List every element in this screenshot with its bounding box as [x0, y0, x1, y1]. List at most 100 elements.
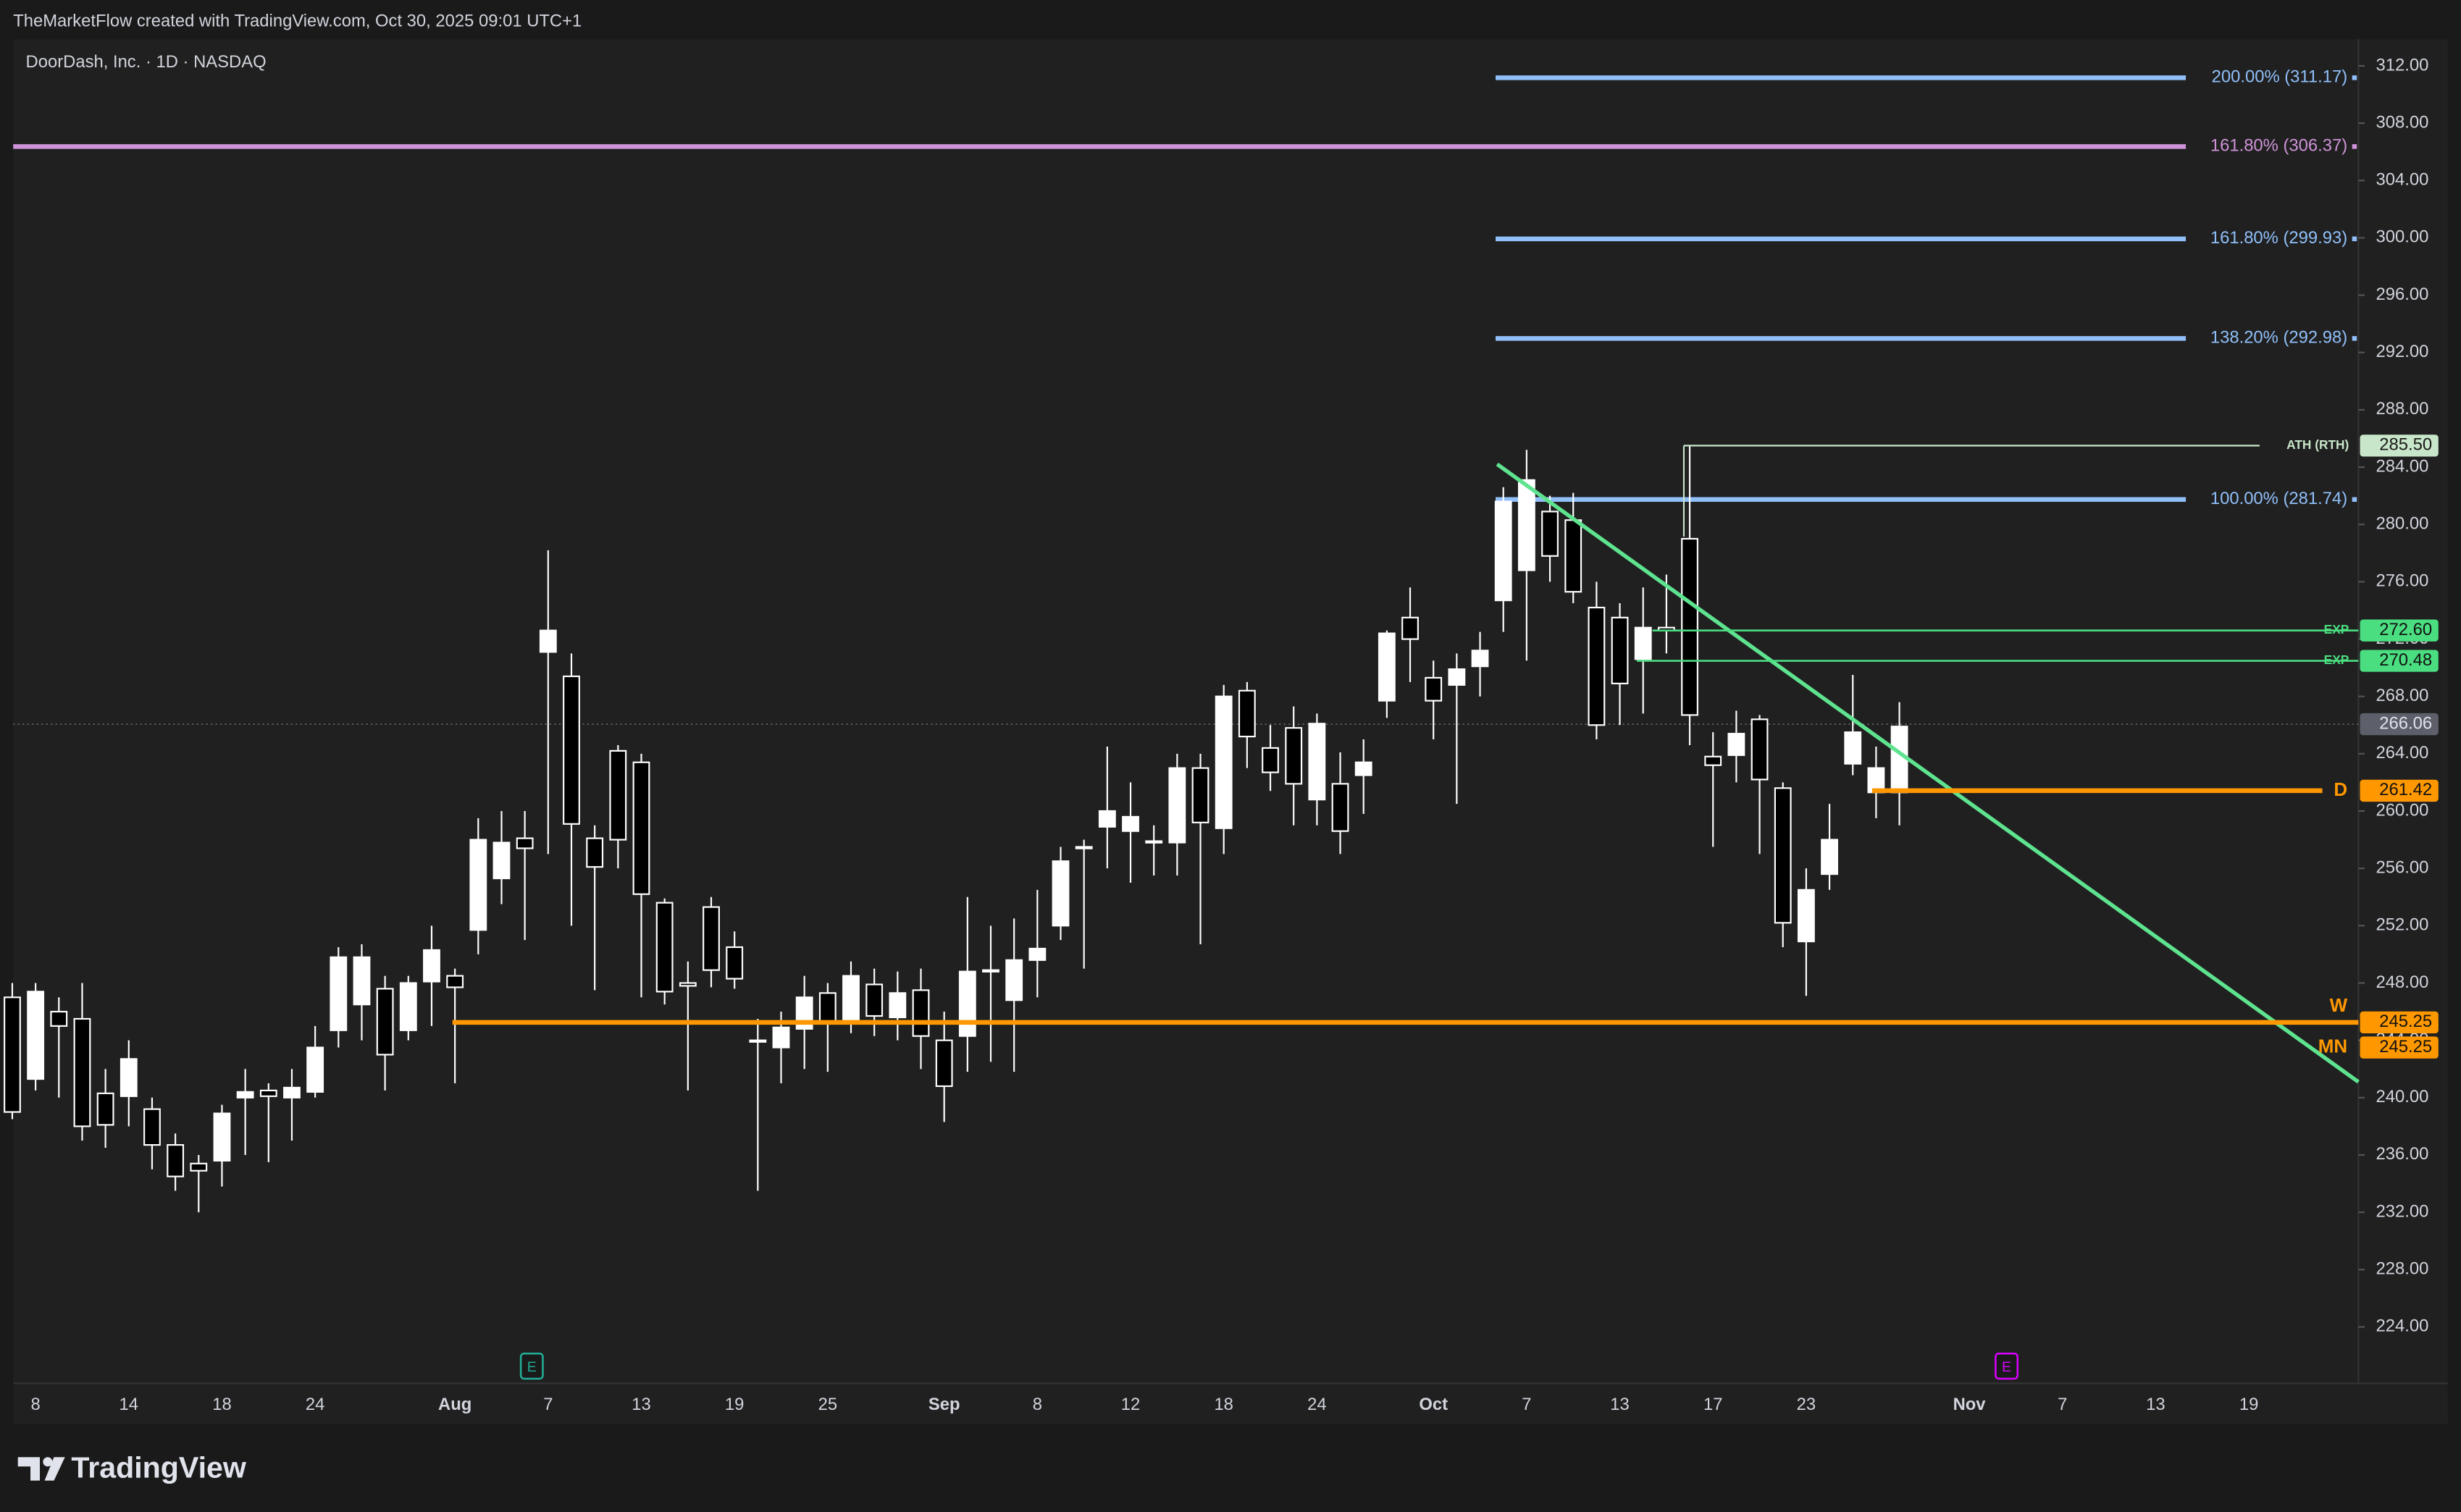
- candle-body: [1075, 846, 1093, 849]
- fib-label: 161.80% (306.37): [2210, 136, 2347, 156]
- price-tag: [2360, 434, 2439, 457]
- y-tick-label: 268.00: [2376, 686, 2429, 705]
- candle-body: [306, 1046, 324, 1093]
- candle-body: [399, 982, 417, 1031]
- candle-body: [1052, 860, 1070, 927]
- candle-body: [539, 629, 557, 653]
- candle-body: [1751, 718, 1769, 781]
- x-tick-label: 18: [212, 1395, 232, 1414]
- y-tick-label: 304.00: [2376, 170, 2429, 190]
- candle-body: [469, 839, 487, 931]
- x-tick-label: 24: [306, 1395, 325, 1414]
- y-tick-label: 292.00: [2376, 342, 2429, 361]
- candle-body: [1122, 815, 1139, 832]
- x-tick-label: 7: [1522, 1395, 1531, 1414]
- x-tick-label: 24: [1307, 1395, 1327, 1414]
- y-tick-label: 240.00: [2376, 1087, 2429, 1106]
- price-tag: [2360, 713, 2439, 736]
- y-tick-label: 232.00: [2376, 1201, 2429, 1221]
- event-marker: [1995, 1352, 2018, 1380]
- price-tag: [2360, 650, 2439, 672]
- candle-body: [655, 902, 674, 993]
- candle-body: [1145, 840, 1163, 844]
- candle-body: [865, 983, 884, 1017]
- x-tick-label: 19: [2239, 1395, 2258, 1414]
- price-tag: [2360, 619, 2439, 642]
- y-tick-label: 252.00: [2376, 915, 2429, 935]
- price-tag: [2360, 779, 2439, 802]
- chart-title: DoorDash, Inc. · 1D · NASDAQ: [26, 52, 267, 72]
- candle-body: [1005, 959, 1023, 1001]
- candle-body: [1494, 500, 1512, 602]
- candle-body: [1331, 783, 1349, 832]
- y-tick-label: 288.00: [2376, 399, 2429, 419]
- fib-label: 138.20% (292.98): [2210, 328, 2347, 348]
- candle-body: [167, 1144, 185, 1177]
- candle-body: [27, 991, 45, 1080]
- y-tick-label: 228.00: [2376, 1259, 2429, 1279]
- level-name: W: [2330, 994, 2348, 1016]
- x-tick-label: Oct: [1419, 1395, 1448, 1414]
- candle-body: [1308, 723, 1326, 801]
- fib-label: 100.00% (281.74): [2210, 489, 2347, 508]
- x-tick-label: 7: [2058, 1395, 2067, 1414]
- event-marker: [519, 1352, 544, 1380]
- y-tick-label: 236.00: [2376, 1144, 2429, 1164]
- y-tick-label: 224.00: [2376, 1316, 2429, 1336]
- candle-body: [516, 837, 534, 849]
- fib-label: 161.80% (299.93): [2210, 228, 2347, 248]
- level-name: EXP: [2324, 622, 2349, 637]
- candle-body: [1541, 511, 1559, 557]
- candle-body: [1285, 727, 1303, 785]
- candle-body: [259, 1089, 277, 1097]
- fib-marker: [2352, 75, 2357, 80]
- candle-body: [1238, 689, 1256, 738]
- candle-body: [1844, 731, 1862, 765]
- y-tick-label: 300.00: [2376, 227, 2429, 247]
- last-price-label: 266.06: [2379, 713, 2432, 733]
- candle-body: [353, 956, 371, 1006]
- x-tick-label: 13: [1610, 1395, 1630, 1414]
- candle-body: [1611, 616, 1629, 684]
- candle-body: [1588, 606, 1606, 726]
- y-tick-label: 296.00: [2376, 285, 2429, 304]
- candle-body: [1704, 755, 1722, 766]
- candle-body: [1425, 676, 1443, 702]
- x-tick-label: 19: [725, 1395, 745, 1414]
- candle-body: [1378, 632, 1396, 702]
- price-tag-label: 261.42: [2379, 780, 2432, 799]
- price-tag: [2360, 1011, 2439, 1034]
- candle-body: [586, 837, 604, 868]
- candle-body: [120, 1058, 138, 1097]
- candle-body: [1098, 810, 1116, 828]
- candle-body: [50, 1010, 68, 1027]
- logo-icon: [17, 1457, 65, 1481]
- fib-marker: [2352, 236, 2357, 242]
- candle-body: [446, 975, 464, 988]
- x-tick-label: 14: [120, 1395, 138, 1414]
- fib-marker: [2352, 497, 2357, 503]
- candle-body: [1517, 479, 1535, 571]
- price-tag: [2360, 1036, 2439, 1059]
- candle-body: [726, 946, 744, 980]
- candle-body: [818, 992, 837, 1024]
- x-tick-label: 8: [1033, 1395, 1042, 1414]
- x-tick-label: Aug: [438, 1395, 471, 1414]
- candle-body: [1564, 519, 1582, 593]
- candle-body: [609, 749, 627, 841]
- event-label: E: [527, 1359, 537, 1375]
- attribution: TheMarketFlow created with TradingView.c…: [13, 12, 582, 31]
- x-tick-label: 18: [1214, 1395, 1233, 1414]
- candle-body: [213, 1112, 231, 1162]
- y-tick-label: 308.00: [2376, 112, 2429, 132]
- y-tick-label: 256.00: [2376, 857, 2429, 877]
- price-tag-label: 245.25: [2379, 1037, 2432, 1057]
- y-tick-label: 280.00: [2376, 514, 2429, 534]
- candle-body: [632, 761, 650, 895]
- candle-body: [889, 992, 907, 1019]
- candle-body: [679, 982, 697, 987]
- y-tick-label: 276.00: [2376, 571, 2429, 591]
- fib-marker: [2352, 336, 2357, 341]
- candle-body: [1890, 726, 1908, 794]
